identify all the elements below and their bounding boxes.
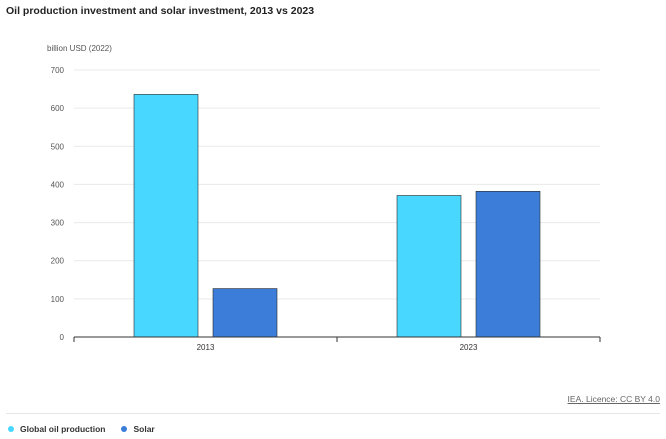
legend-label-oil: Global oil production	[20, 424, 106, 434]
bar-global-oil-production-2013	[133, 94, 199, 338]
y-tick-label: 200	[51, 257, 65, 266]
y-axis-label: billion USD (2022)	[47, 44, 112, 53]
y-tick-label: 0	[60, 333, 65, 342]
y-tick-label: 700	[51, 66, 65, 75]
bar-chart: billion USD (2022) 0 100 200 300 400 500 600 70…	[47, 44, 601, 352]
legend-item-oil[interactable]: Global oil production	[8, 424, 105, 434]
y-tick-labels: 0 100 200 300 400 500 600 700	[51, 66, 65, 342]
bar-solar-2013	[212, 288, 278, 338]
y-tick-label: 300	[51, 219, 65, 228]
legend: Global oil production Solar	[8, 424, 171, 434]
legend-divider	[6, 413, 660, 414]
legend-item-solar[interactable]: Solar	[121, 424, 155, 434]
bar-global-oil-production-2023	[396, 195, 462, 338]
y-tick-label: 100	[51, 295, 65, 304]
x-tick-label: 2023	[460, 343, 478, 352]
y-tick-label: 500	[51, 142, 65, 151]
source-link[interactable]: IEA. Licence: CC BY 4.0	[567, 394, 660, 404]
legend-label-solar: Solar	[133, 424, 155, 434]
bars	[133, 94, 541, 338]
x-axis: 2013 2023	[73, 336, 601, 352]
chart-title: Oil production investment and solar inve…	[6, 5, 315, 17]
y-tick-label: 600	[51, 104, 65, 113]
bar-solar-2023	[475, 190, 541, 338]
y-tick-label: 400	[51, 180, 65, 189]
x-tick-label: 2013	[197, 343, 215, 352]
legend-swatch-solar	[121, 426, 128, 432]
legend-swatch-oil	[8, 426, 14, 432]
